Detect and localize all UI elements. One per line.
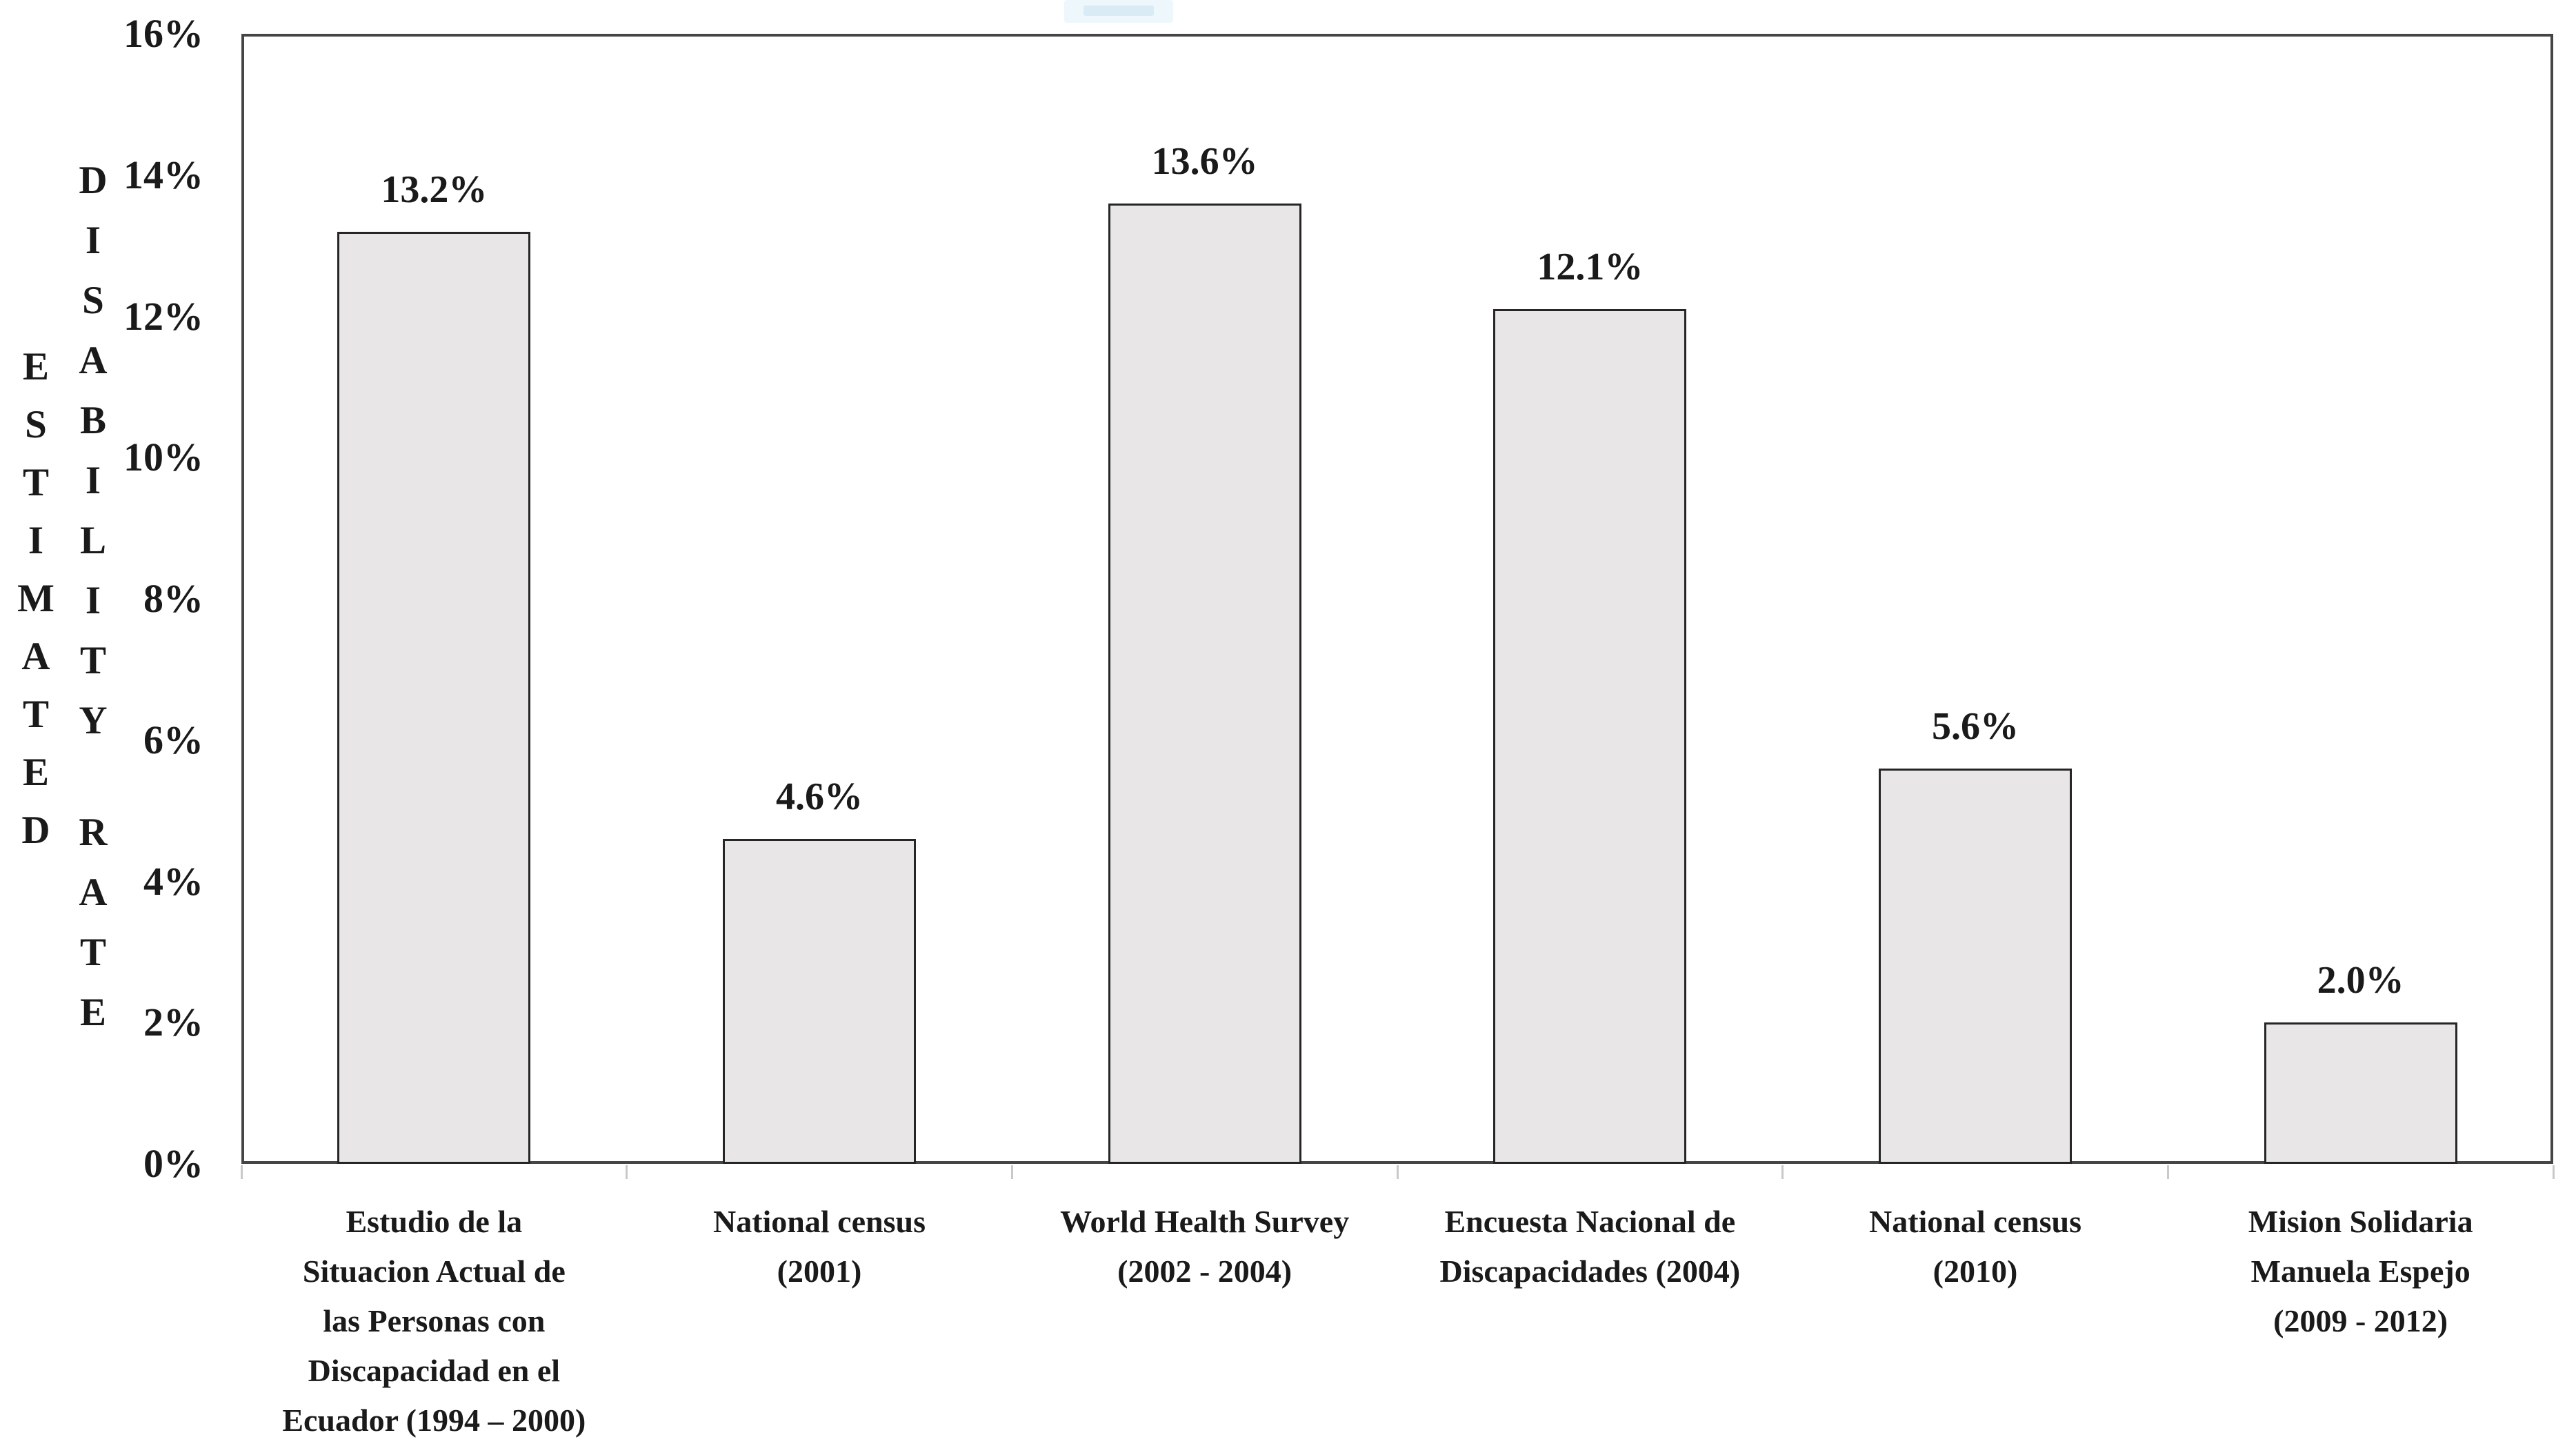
y-axis-letter: E (22, 345, 50, 388)
x-category-label-line: Discapacidades (2004) (1439, 1254, 1741, 1289)
y-axis-letter: I (85, 579, 101, 622)
x-category-label-line: Discapacidad en el (308, 1353, 561, 1388)
y-axis-letter: S (25, 403, 47, 446)
y-tick-label: 2% (143, 1000, 203, 1045)
x-axis-tick (2166, 1165, 2169, 1179)
y-axis-letter: T (79, 931, 107, 974)
y-tick-label: 12% (123, 293, 203, 339)
y-axis-letter: M (17, 577, 54, 620)
bar (1108, 203, 1301, 1164)
bar (1879, 768, 2072, 1164)
x-axis-tick (1781, 1165, 1784, 1179)
x-category-label-line: (2010) (1933, 1254, 2018, 1289)
y-tick-label: 8% (143, 576, 203, 621)
y-axis-letter: Y (79, 699, 108, 742)
x-category-label-line: (2009 - 2012) (2273, 1303, 2448, 1338)
y-axis-letter: A (79, 871, 108, 914)
y-tick-label: 10% (123, 435, 203, 480)
cropped-highlight-artifact (1064, 0, 1173, 23)
x-category-label-line: Ecuador (1994 – 2000) (282, 1403, 586, 1438)
y-tick-label: 6% (143, 717, 203, 762)
bar-value-label: 12.1% (1537, 246, 1644, 289)
bar-value-label: 13.6% (1151, 139, 1258, 183)
x-category-label-line: Manuela Espejo (2250, 1254, 2470, 1289)
x-category-label-line: National census (1868, 1204, 2081, 1239)
x-category-label: World Health Survey (2002 - 2004) (1012, 1197, 1397, 1296)
y-axis-letter: A (79, 339, 108, 382)
bar-value-label: 13.2% (381, 168, 488, 211)
x-category-label-line: las Personas con (323, 1303, 546, 1338)
x-category-label: Mision Solidaria Manuela Espejo (2009 - 20… (2168, 1197, 2553, 1346)
x-category-label: National census (2010) (1783, 1197, 2168, 1296)
cropped-highlight-artifact-core (1084, 6, 1154, 17)
y-axis-letter: D (79, 159, 108, 202)
bar-value-label: 5.6% (1932, 704, 2019, 748)
x-category-label: Encuesta Nacional de Discapacidades (2004… (1397, 1197, 1783, 1296)
x-category-label-line: National census (712, 1204, 926, 1239)
y-axis-letter: I (85, 219, 101, 262)
x-axis-tick (626, 1165, 628, 1179)
bar-value-label: 4.6% (776, 775, 863, 819)
bar (723, 839, 916, 1164)
x-category-label-line: (2002 - 2004) (1117, 1254, 1292, 1289)
y-tick-label: 0% (143, 1141, 203, 1186)
y-axis-letter: T (79, 639, 107, 682)
bar (2264, 1022, 2457, 1164)
y-axis-letter: A (21, 635, 50, 678)
x-category-label-line: Estudio de la (346, 1204, 523, 1239)
y-tick-label: 4% (143, 858, 203, 904)
y-axis-letter: T (22, 461, 50, 504)
x-category-label: Estudio de la Situacion Actual de las Pers… (241, 1197, 627, 1445)
y-axis-letter: E (79, 991, 107, 1034)
y-axis-letter: T (22, 693, 50, 736)
bar-value-label: 2.0% (2317, 959, 2404, 1002)
x-category-label-line: Mision Solidaria (2248, 1204, 2473, 1239)
y-tick-label: 16% (123, 11, 203, 56)
x-category-label-line: Situacion Actual de (302, 1254, 566, 1289)
x-category-label-line: World Health Survey (1060, 1204, 1350, 1239)
y-axis-letter: E (22, 751, 50, 794)
y-axis-letter: I (28, 519, 44, 562)
bar (337, 231, 531, 1164)
y-axis-letter: B (79, 399, 107, 442)
x-category-label: National census (2001) (627, 1197, 1012, 1296)
x-axis-tick (2552, 1165, 2555, 1179)
x-axis-tick (240, 1165, 243, 1179)
x-axis-tick (1010, 1165, 1013, 1179)
y-axis-letter: L (79, 519, 107, 562)
x-category-label-line: Encuesta Nacional de (1444, 1204, 1736, 1239)
bar (1493, 309, 1687, 1164)
y-axis-letter: D (21, 809, 50, 852)
y-axis-letter: R (79, 811, 108, 854)
x-category-label-line: (2001) (777, 1254, 862, 1289)
x-axis-tick (1396, 1165, 1399, 1179)
plot-area (241, 34, 2553, 1164)
y-axis-letter: I (85, 459, 101, 502)
y-tick-label: 14% (123, 152, 203, 197)
y-axis-letter: S (82, 279, 104, 322)
